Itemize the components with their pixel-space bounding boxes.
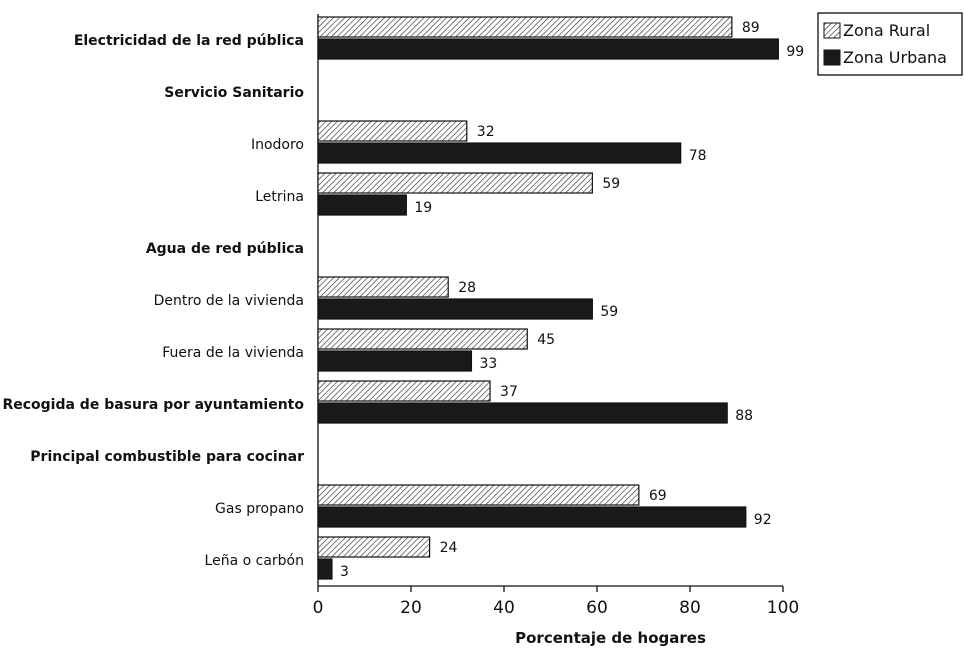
x-tick-label-40: 40 xyxy=(493,598,515,618)
value-label-urbana: 19 xyxy=(414,200,432,216)
bar-rural xyxy=(318,381,490,401)
value-label-rural: 37 xyxy=(500,384,518,400)
bar-urbana xyxy=(318,143,681,163)
value-label-rural: 69 xyxy=(649,488,667,504)
bar-rural xyxy=(318,17,732,37)
x-tick-label-0: 0 xyxy=(313,598,324,618)
category-label: Dentro de la vivienda xyxy=(154,293,304,309)
value-label-rural: 28 xyxy=(458,280,476,296)
value-label-urbana: 78 xyxy=(689,148,707,164)
category-label: Fuera de la vivienda xyxy=(162,345,304,361)
value-label-rural: 89 xyxy=(742,20,760,36)
value-label-urbana: 33 xyxy=(479,356,497,372)
value-label-urbana: 59 xyxy=(600,304,618,320)
category-label: Recogida de basura por ayuntamiento xyxy=(2,397,304,413)
value-label-urbana: 88 xyxy=(735,408,753,424)
category-label: Agua de red pública xyxy=(146,241,304,257)
bar-rural xyxy=(318,173,592,193)
bar-urbana xyxy=(318,403,727,423)
x-axis-title: Porcentaje de hogares xyxy=(515,629,706,647)
category-label: Gas propano xyxy=(215,501,304,517)
bar-rural xyxy=(318,485,639,505)
bar-urbana xyxy=(318,299,592,319)
value-label-urbana: 3 xyxy=(340,564,349,580)
legend-label-rural: Zona Rural xyxy=(843,21,930,40)
value-label-rural: 24 xyxy=(440,540,458,556)
x-tick-label-80: 80 xyxy=(679,598,701,618)
legend-swatch-urbana xyxy=(824,50,840,65)
value-label-urbana: 92 xyxy=(754,512,772,528)
x-tick-label-60: 60 xyxy=(586,598,608,618)
bar-urbana xyxy=(318,351,471,371)
bar-urbana xyxy=(318,39,778,59)
category-label: Electricidad de la red pública xyxy=(74,33,304,49)
x-tick-label-100: 100 xyxy=(767,598,799,618)
bar-rural xyxy=(318,121,467,141)
bar-urbana xyxy=(318,195,406,215)
x-tick-label-20: 20 xyxy=(400,598,422,618)
bar-rural xyxy=(318,277,448,297)
legend-label-urbana: Zona Urbana xyxy=(843,48,947,67)
category-label: Inodoro xyxy=(251,137,304,153)
value-label-rural: 59 xyxy=(602,176,620,192)
bar-rural xyxy=(318,329,527,349)
legend-swatch-rural xyxy=(824,23,840,38)
value-label-rural: 45 xyxy=(537,332,555,348)
category-label: Servicio Sanitario xyxy=(164,85,304,101)
category-label: Leña o carbón xyxy=(205,553,304,569)
category-label: Principal combustible para cocinar xyxy=(30,449,304,465)
value-label-urbana: 99 xyxy=(786,44,804,60)
category-label: Letrina xyxy=(255,189,304,205)
bar-rural xyxy=(318,537,430,557)
value-label-rural: 32 xyxy=(477,124,495,140)
bar-urbana xyxy=(318,507,746,527)
bar-urbana xyxy=(318,559,332,579)
